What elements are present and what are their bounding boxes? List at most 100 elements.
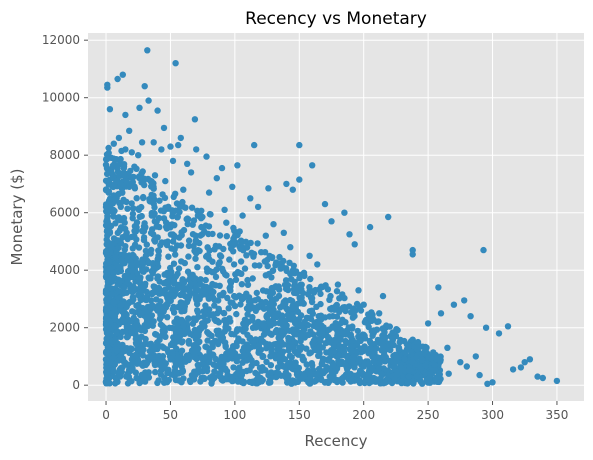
data-point: [278, 329, 285, 336]
y-tick-label: 2000: [49, 321, 80, 335]
data-point: [233, 342, 240, 350]
data-point: [351, 364, 358, 371]
data-point: [112, 380, 119, 387]
data-point: [117, 224, 125, 231]
data-point: [355, 333, 362, 340]
x-tick-label: 300: [481, 408, 504, 422]
data-point: [187, 169, 195, 176]
data-point: [337, 336, 344, 343]
data-point: [139, 260, 146, 267]
data-point: [178, 363, 185, 370]
data-point: [210, 268, 218, 276]
data-point: [129, 273, 136, 280]
data-point: [303, 345, 310, 352]
data-point: [126, 127, 133, 134]
data-point: [150, 139, 157, 146]
data-point: [325, 357, 332, 364]
data-point: [129, 359, 136, 366]
data-point: [197, 281, 204, 288]
data-points: [102, 47, 561, 387]
x-tick-label: 50: [163, 408, 178, 422]
data-point: [305, 315, 313, 322]
data-point: [292, 362, 299, 369]
data-point: [243, 244, 251, 251]
data-point: [183, 352, 191, 359]
data-point: [126, 367, 133, 374]
data-point: [457, 359, 464, 366]
data-point: [209, 258, 216, 265]
data-point: [136, 104, 143, 112]
data-point: [105, 144, 112, 152]
data-point: [115, 288, 123, 295]
data-point: [175, 141, 182, 149]
data-point: [140, 194, 147, 202]
data-point: [207, 211, 214, 218]
data-point: [102, 203, 110, 211]
data-point: [152, 330, 159, 338]
data-point: [376, 360, 383, 367]
data-point: [286, 362, 294, 370]
data-point: [164, 278, 171, 285]
data-point: [378, 370, 386, 378]
data-point: [209, 351, 217, 358]
data-point: [223, 367, 231, 375]
data-point: [329, 313, 336, 320]
data-point: [305, 379, 312, 386]
data-point: [158, 146, 165, 153]
data-point: [145, 97, 152, 104]
data-point: [254, 240, 261, 247]
data-point: [191, 116, 199, 123]
data-point: [135, 152, 142, 159]
data-point: [279, 363, 286, 370]
data-point: [521, 359, 528, 366]
data-point: [259, 353, 266, 360]
data-point: [194, 264, 201, 271]
data-point: [305, 291, 312, 298]
data-point: [480, 246, 487, 254]
data-point: [330, 361, 337, 368]
data-point: [315, 313, 322, 320]
data-point: [484, 380, 491, 387]
data-point: [375, 365, 382, 373]
data-point: [236, 269, 243, 277]
data-point: [165, 253, 172, 260]
data-point: [296, 275, 303, 282]
data-point: [169, 157, 177, 165]
data-point: [123, 373, 130, 380]
y-tick-label: 6000: [49, 206, 80, 220]
data-point: [526, 356, 534, 363]
data-point: [316, 343, 324, 350]
data-point: [185, 237, 193, 244]
data-point: [369, 353, 376, 360]
data-point: [379, 292, 387, 300]
data-point: [202, 276, 209, 284]
data-point: [121, 219, 128, 226]
data-point: [219, 265, 226, 272]
data-point: [297, 281, 304, 288]
data-point: [215, 305, 222, 312]
data-point: [342, 307, 349, 315]
data-point: [111, 161, 118, 168]
data-point: [363, 375, 370, 383]
data-point: [409, 251, 416, 258]
data-point: [141, 83, 148, 90]
data-point: [135, 301, 142, 308]
data-point: [431, 361, 438, 368]
data-point: [102, 379, 110, 386]
data-point: [119, 260, 127, 267]
data-point: [171, 232, 178, 240]
data-point: [105, 189, 112, 196]
data-point: [113, 329, 120, 336]
data-point: [209, 339, 216, 347]
data-point: [286, 327, 293, 334]
data-point: [398, 364, 405, 372]
data-point: [155, 247, 162, 254]
data-point: [178, 338, 185, 345]
data-point: [338, 375, 346, 382]
data-point: [148, 246, 155, 254]
data-point: [212, 273, 220, 281]
data-point: [213, 175, 220, 182]
data-point: [192, 255, 199, 262]
data-point: [102, 356, 110, 363]
data-point: [332, 320, 339, 327]
